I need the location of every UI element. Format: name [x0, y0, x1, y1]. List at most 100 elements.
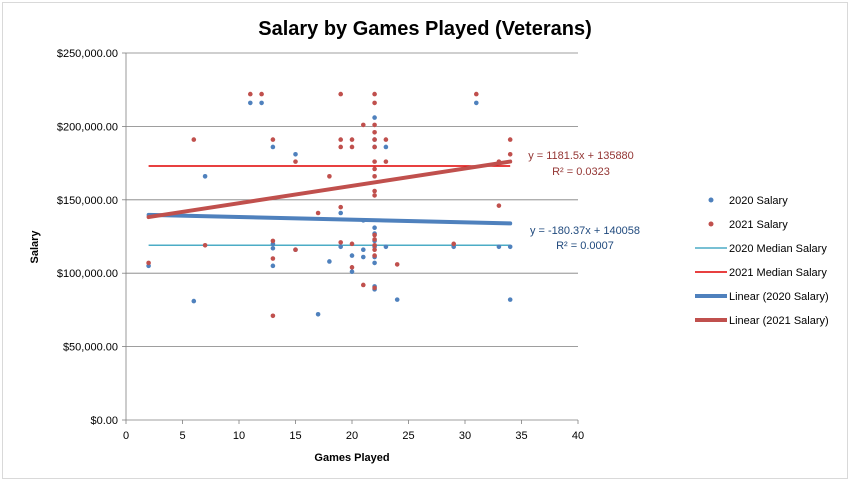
- point-2020: [361, 247, 366, 253]
- point-2021: [270, 238, 276, 244]
- series-lines: [146, 159, 513, 247]
- y-axis-label: Salary: [29, 230, 41, 264]
- trendline-2020-equation: y = -180.37x + 140058: [530, 225, 640, 237]
- legend: 2020 Salary 2021 Salary 2020 Median Salary…: [695, 195, 829, 327]
- point-2021: [293, 247, 298, 253]
- trendline-2021: [146, 159, 513, 220]
- point-2020: [361, 218, 366, 223]
- point-2021: [451, 241, 457, 247]
- point-2021: [338, 144, 344, 150]
- point-2020: [327, 259, 332, 264]
- point-2021: [349, 241, 355, 247]
- point-2020: [315, 312, 321, 317]
- point-2020: [349, 253, 355, 258]
- point-2021: [372, 100, 377, 106]
- point-2021: [372, 232, 377, 238]
- y-tick-label: $0.00: [90, 415, 118, 427]
- y-tick-label: $100,000.00: [57, 268, 118, 280]
- x-tick-label: 5: [179, 430, 185, 442]
- point-2021: [327, 174, 332, 179]
- point-2021: [394, 262, 400, 267]
- point-2021: [372, 237, 377, 242]
- point-2020: [394, 297, 400, 302]
- legend-marker: [708, 197, 714, 203]
- point-2021: [372, 166, 377, 172]
- y-tick-label: $150,000.00: [57, 195, 118, 207]
- point-2020: [270, 263, 276, 269]
- point-2021: [248, 91, 253, 97]
- point-2021: [146, 260, 151, 266]
- trendline-2020: [146, 212, 513, 226]
- point-2021: [383, 159, 389, 164]
- point-2021: [270, 256, 276, 261]
- legend-label: 2020 Median Salary: [729, 243, 827, 255]
- x-tick-label: 0: [123, 430, 129, 442]
- point-2021: [372, 247, 377, 253]
- trendline-2021-equation: y = 1181.5x + 135880: [528, 150, 634, 162]
- point-2020: [507, 297, 513, 302]
- chart-title: Salary by Games Played (Veterans): [258, 18, 592, 40]
- point-2021: [191, 137, 197, 142]
- point-2021: [349, 144, 355, 150]
- legend-label: 2020 Salary: [729, 195, 788, 207]
- point-2021: [372, 285, 377, 291]
- point-2021: [372, 159, 377, 164]
- point-2020: [270, 245, 276, 251]
- point-2021: [507, 137, 513, 142]
- point-2021: [349, 265, 355, 270]
- point-2021: [361, 282, 366, 288]
- legend-label: 2021 Salary: [729, 219, 788, 231]
- point-2020: [372, 115, 377, 120]
- point-2020: [383, 144, 389, 150]
- point-2021: [338, 240, 344, 245]
- y-tick-label: $200,000.00: [57, 121, 118, 133]
- trendline-2020-r-squared: R² = 0.0007: [556, 240, 614, 252]
- point-2021: [372, 91, 377, 97]
- x-tick-label: 25: [402, 430, 414, 442]
- legend-label: Linear (2021 Salary): [729, 315, 829, 327]
- point-2020: [507, 244, 513, 250]
- legend-label: Linear (2020 Salary): [729, 291, 829, 303]
- point-2021: [259, 91, 264, 97]
- point-2021: [338, 91, 344, 97]
- point-2020: [361, 254, 366, 260]
- x-tick-label: 20: [346, 430, 358, 442]
- y-tick-label: $250,000.00: [57, 48, 118, 60]
- point-2020: [270, 144, 276, 150]
- legend-marker: [708, 221, 714, 227]
- x-tick-label: 30: [459, 430, 471, 442]
- point-2021: [383, 137, 389, 142]
- point-2021: [315, 210, 321, 216]
- point-2021: [270, 313, 276, 319]
- point-2021: [372, 174, 377, 179]
- point-2021: [496, 159, 502, 164]
- point-2020: [338, 244, 344, 250]
- point-2021: [349, 137, 355, 142]
- x-tick-label: 35: [515, 430, 527, 442]
- point-2021: [496, 203, 502, 208]
- point-2021: [361, 122, 366, 128]
- point-2021: [338, 137, 344, 142]
- point-2020: [338, 210, 344, 216]
- x-tick-label: 10: [233, 430, 245, 442]
- point-2021: [507, 151, 513, 157]
- point-2021: [372, 122, 377, 128]
- point-2021: [474, 91, 479, 97]
- trendline-2021-r-squared: R² = 0.0323: [552, 166, 610, 178]
- point-2021: [338, 204, 344, 210]
- point-2021: [202, 243, 208, 248]
- y-tick-label: $50,000.00: [63, 342, 118, 354]
- axes: $0.00 $50,000.00 $100,000.00 $150,000.00 $20…: [57, 48, 584, 442]
- point-2020: [474, 100, 479, 106]
- point-2021: [372, 188, 377, 194]
- point-2020: [248, 100, 253, 106]
- point-2021: [372, 144, 377, 150]
- x-tick-label: 40: [572, 430, 584, 442]
- point-2020: [349, 269, 355, 275]
- point-2021: [372, 243, 377, 248]
- point-2020: [372, 225, 377, 230]
- point-2020: [191, 298, 197, 304]
- series-points: [146, 91, 513, 319]
